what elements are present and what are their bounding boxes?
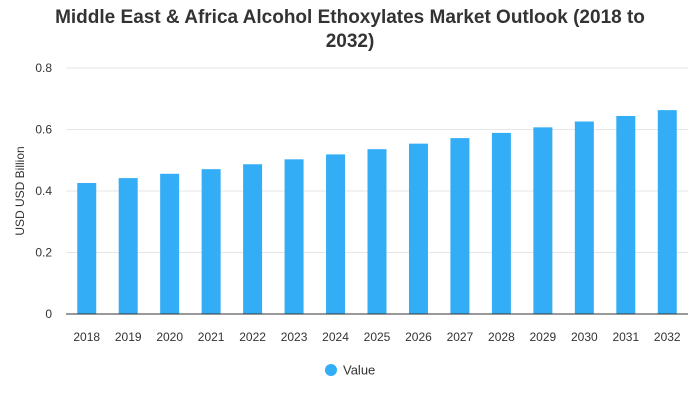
x-tick-label: 2025	[364, 330, 391, 344]
y-axis-title: USD USD Billion	[13, 146, 27, 235]
bar	[533, 127, 553, 314]
x-tick-label: 2031	[612, 330, 639, 344]
y-tick-label: 0	[45, 307, 52, 321]
x-tick-label: 2022	[239, 330, 266, 344]
x-tick-label: 2018	[73, 330, 100, 344]
bar	[450, 138, 470, 314]
bar	[574, 121, 594, 314]
x-tick-label: 2020	[156, 330, 183, 344]
chart-title: Middle East & Africa Alcohol Ethoxylates…	[0, 6, 700, 54]
legend-marker	[325, 364, 337, 376]
bar	[367, 149, 387, 314]
legend-label: Value	[343, 363, 375, 378]
bar	[657, 110, 677, 314]
bar	[201, 169, 221, 314]
chart-title-line-2: 2032)	[325, 31, 375, 52]
bar	[408, 143, 428, 314]
bar	[77, 183, 97, 314]
y-tick-label: 0.2	[35, 246, 52, 260]
y-tick-label: 0.8	[35, 61, 52, 75]
x-tick-label: 2029	[530, 330, 557, 344]
x-tick-label: 2030	[571, 330, 598, 344]
legend[interactable]: Value	[325, 363, 375, 378]
x-tick-label: 2024	[322, 330, 349, 344]
x-tick-label: 2023	[281, 330, 308, 344]
x-tick-label: 2019	[115, 330, 142, 344]
bar	[160, 173, 180, 314]
bar	[118, 178, 138, 314]
y-tick-label: 0.4	[35, 184, 52, 198]
chart-title-line-1: Middle East & Africa Alcohol Ethoxylates…	[55, 7, 645, 28]
y-tick-label: 0.6	[35, 123, 52, 137]
x-tick-label: 2027	[447, 330, 474, 344]
bars	[77, 110, 677, 314]
bar	[284, 159, 304, 314]
x-tick-label: 2032	[654, 330, 681, 344]
x-tick-label: 2021	[198, 330, 225, 344]
x-tick-label: 2028	[488, 330, 515, 344]
axes: 0 0.2 0.4 0.6 0.8 2018 2019 2020 2021 2022 2023 202…	[13, 61, 688, 344]
x-tick-label: 2026	[405, 330, 432, 344]
bar	[491, 132, 511, 314]
bar	[326, 154, 346, 314]
bar	[243, 164, 263, 314]
bar	[616, 115, 636, 314]
